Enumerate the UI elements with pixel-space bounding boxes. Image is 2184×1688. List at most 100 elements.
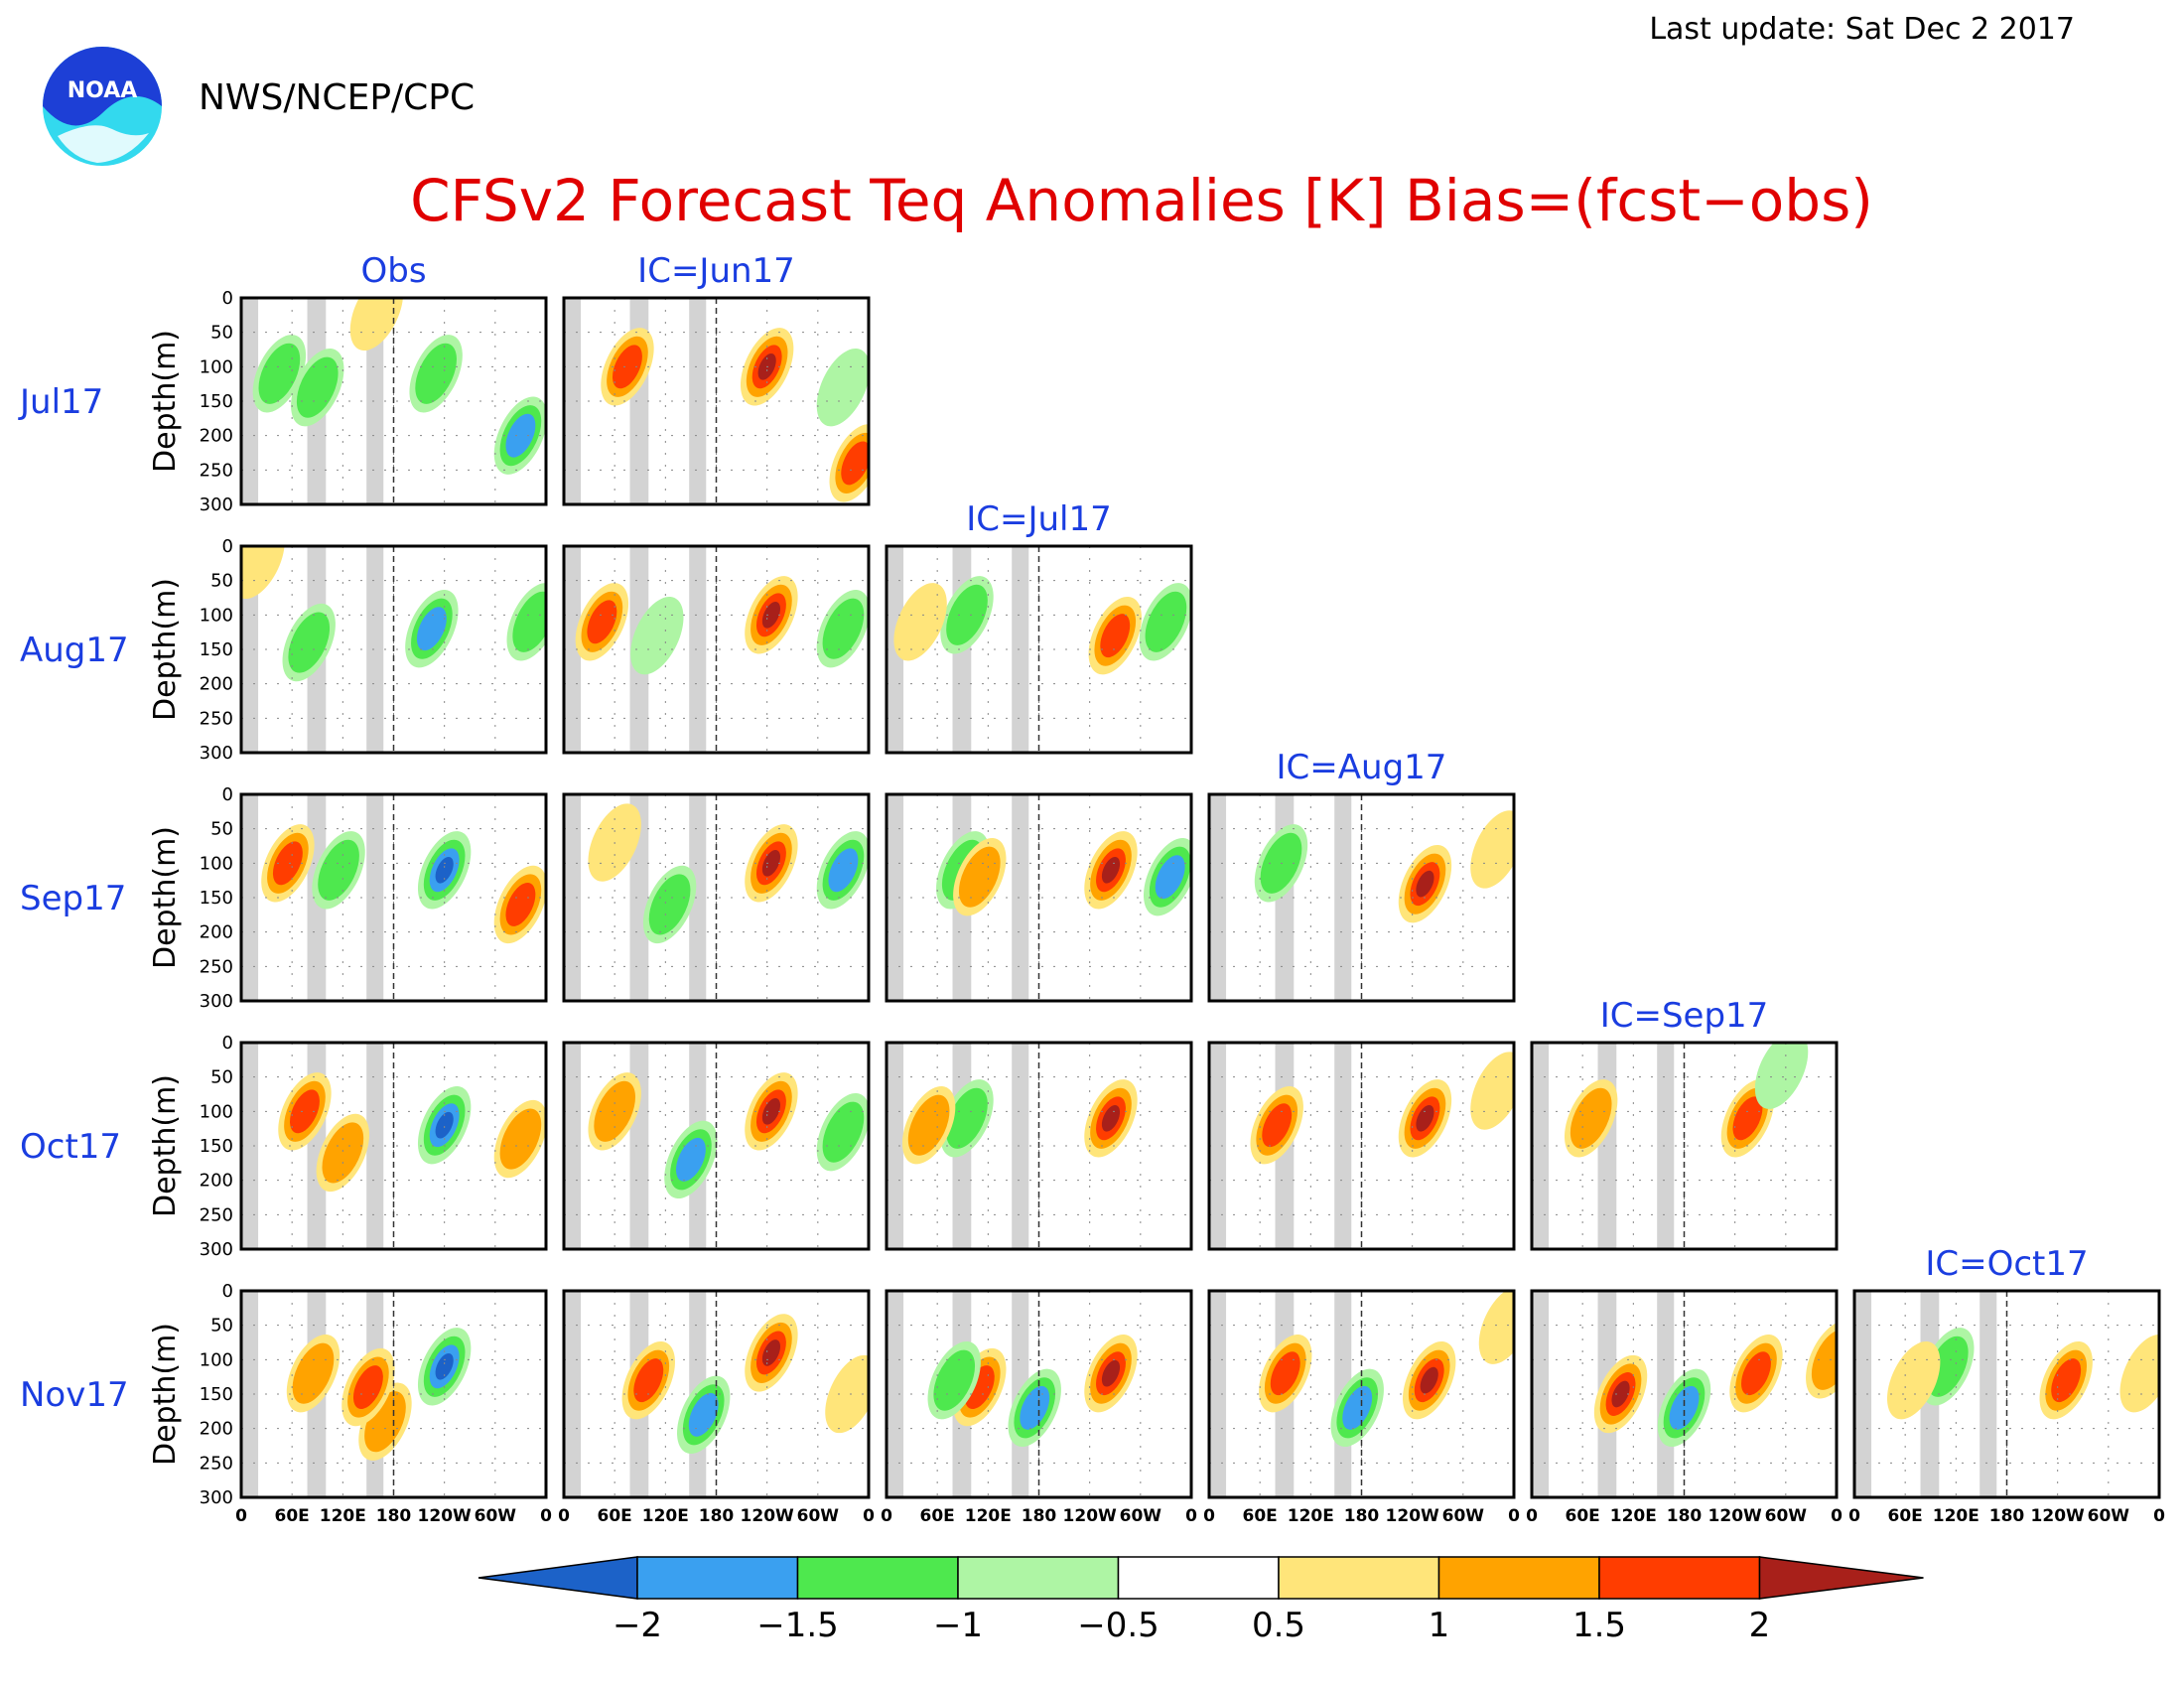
x-tick-label: 60W bbox=[2088, 1506, 2130, 1526]
panel-frame bbox=[562, 296, 871, 506]
anomaly-contour bbox=[288, 612, 331, 673]
x-tick-label: 120W bbox=[418, 1506, 472, 1526]
anomaly-contour bbox=[675, 1137, 706, 1182]
x-tick-label: 0 bbox=[1526, 1506, 1538, 1526]
y-axis-label: Depth(m) bbox=[148, 330, 183, 473]
colorbar-label: 1.5 bbox=[1572, 1606, 1626, 1645]
anomaly-contour bbox=[613, 345, 642, 389]
anomaly-contour bbox=[828, 848, 859, 893]
y-axis-label: Depth(m) bbox=[148, 826, 183, 969]
anomaly-contour bbox=[946, 1087, 988, 1149]
land-mask bbox=[1532, 1291, 1550, 1497]
x-tick-label: 180 bbox=[1344, 1506, 1380, 1526]
land-mask bbox=[564, 298, 582, 504]
y-tick-label: 0 bbox=[222, 288, 233, 309]
x-tick-label: 60E bbox=[1888, 1506, 1923, 1526]
anomaly-contour bbox=[512, 591, 546, 652]
anomaly-contour bbox=[587, 600, 617, 644]
y-tick-label: 300 bbox=[200, 1239, 233, 1260]
y-tick-label: 50 bbox=[210, 819, 233, 840]
colorbar-segment bbox=[636, 1556, 799, 1600]
land-mask bbox=[887, 1291, 904, 1497]
anomaly-contour bbox=[907, 1094, 950, 1156]
y-tick-label: 100 bbox=[200, 853, 233, 874]
heatmap-panel bbox=[562, 1041, 871, 1251]
panel-frame bbox=[239, 1041, 548, 1251]
panel-frame bbox=[885, 544, 1193, 755]
x-tick-label: 0 bbox=[1831, 1506, 1843, 1526]
anomaly-contour bbox=[822, 1101, 865, 1163]
land-mask bbox=[241, 794, 259, 1001]
land-mask bbox=[241, 1291, 259, 1497]
colorbar-label: 2 bbox=[1749, 1606, 1771, 1645]
colorbar-label: −2 bbox=[613, 1606, 662, 1645]
land-mask bbox=[366, 546, 384, 753]
heatmap-panel bbox=[562, 544, 871, 755]
land-mask bbox=[564, 546, 582, 753]
y-tick-label: 150 bbox=[200, 888, 233, 909]
anomaly-contour bbox=[1811, 1329, 1837, 1390]
anomaly-contour bbox=[416, 607, 447, 651]
y-tick-label: 250 bbox=[200, 1453, 233, 1474]
x-tick-label: 120W bbox=[2031, 1506, 2085, 1526]
anomaly-contour bbox=[1426, 1375, 1433, 1385]
heatmap-panel bbox=[562, 792, 871, 1003]
anomaly-contour bbox=[258, 343, 301, 404]
x-tick-label: 60W bbox=[797, 1506, 840, 1526]
colorbar-segment bbox=[796, 1556, 959, 1600]
panel-frame bbox=[239, 792, 548, 1003]
anomaly-contour bbox=[1416, 1104, 1434, 1132]
anomaly-contour bbox=[958, 846, 1001, 908]
x-tick-label: 120E bbox=[1288, 1506, 1334, 1526]
anomaly-contour bbox=[648, 874, 691, 935]
panel-frame bbox=[885, 1289, 1193, 1499]
colorbar-segment bbox=[1278, 1556, 1440, 1600]
heatmap-panel bbox=[1530, 1289, 1839, 1499]
anomaly-contour bbox=[1155, 855, 1185, 900]
y-axis-label: Depth(m) bbox=[148, 1074, 183, 1217]
land-mask bbox=[366, 1043, 384, 1249]
land-mask bbox=[887, 794, 904, 1001]
anomaly-contour bbox=[767, 610, 775, 621]
panel-frame bbox=[1207, 1041, 1516, 1251]
y-tick-label: 50 bbox=[210, 1316, 233, 1336]
noaa-logo: NOAA bbox=[38, 42, 167, 171]
x-tick-label: 120E bbox=[642, 1506, 689, 1526]
anomaly-contour bbox=[2051, 1358, 2082, 1403]
heatmap-panel bbox=[885, 544, 1193, 755]
anomaly-contour bbox=[841, 441, 869, 486]
anomaly-contour bbox=[505, 413, 536, 458]
row-label: Jul17 bbox=[18, 382, 103, 422]
anomaly-contour bbox=[441, 865, 448, 875]
land-mask bbox=[1209, 1291, 1227, 1497]
y-tick-label: 300 bbox=[200, 1487, 233, 1508]
anomaly-contour bbox=[441, 1361, 448, 1371]
panel-frame bbox=[562, 1041, 871, 1251]
x-tick-label: 60W bbox=[1120, 1506, 1162, 1526]
anomaly-contour bbox=[292, 1342, 335, 1404]
anomaly-contour bbox=[767, 858, 775, 869]
x-tick-label: 60E bbox=[1566, 1506, 1600, 1526]
anomaly-contour bbox=[946, 584, 988, 645]
x-tick-label: 120E bbox=[320, 1506, 366, 1526]
land-mask bbox=[1012, 546, 1029, 753]
land-mask bbox=[564, 1043, 582, 1249]
x-tick-label: 180 bbox=[1022, 1506, 1057, 1526]
land-mask bbox=[1012, 794, 1029, 1001]
x-tick-label: 0 bbox=[540, 1506, 552, 1526]
y-tick-label: 200 bbox=[200, 426, 233, 447]
x-tick-label: 180 bbox=[699, 1506, 735, 1526]
colorbar-label: −0.5 bbox=[1077, 1606, 1160, 1645]
chart-title: CFSv2 Forecast Teq Anomalies [K] Bias=(f… bbox=[410, 167, 1873, 234]
y-tick-label: 250 bbox=[200, 956, 233, 977]
land-mask bbox=[1209, 794, 1227, 1001]
y-tick-label: 50 bbox=[210, 1067, 233, 1088]
land-mask bbox=[366, 298, 384, 504]
anomaly-contour bbox=[1470, 810, 1514, 889]
x-tick-label: 60E bbox=[275, 1506, 310, 1526]
y-tick-label: 250 bbox=[200, 1204, 233, 1225]
anomaly-contour bbox=[1100, 614, 1131, 658]
y-axis-label: Depth(m) bbox=[148, 578, 183, 721]
panel-frame bbox=[885, 792, 1193, 1003]
anomaly-contour bbox=[1741, 1351, 1771, 1396]
